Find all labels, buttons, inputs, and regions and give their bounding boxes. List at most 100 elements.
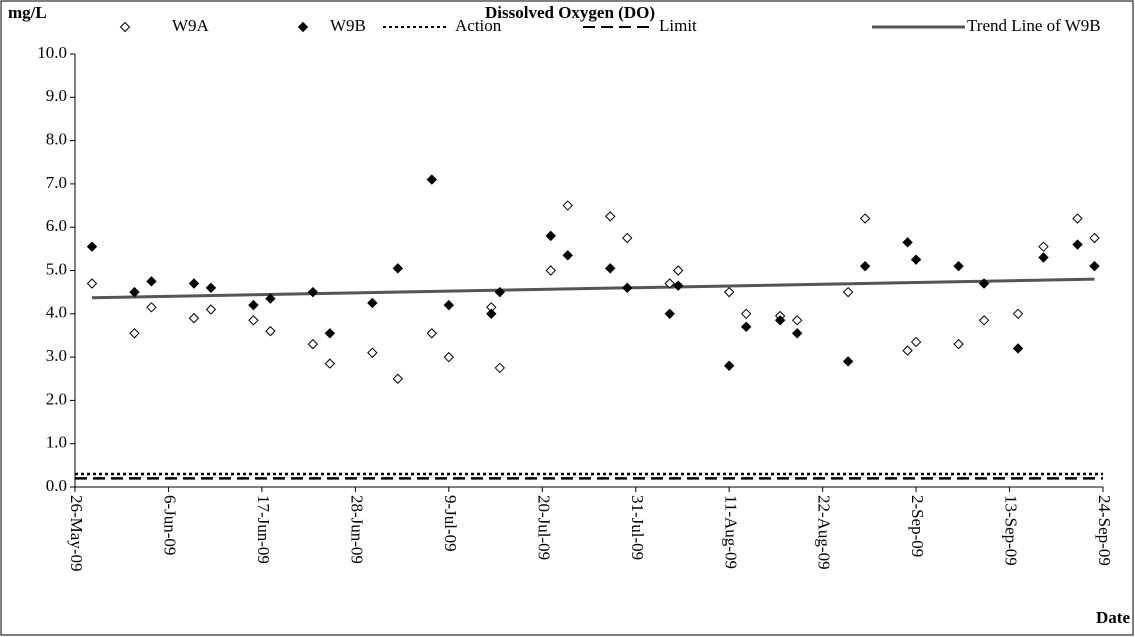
point xyxy=(1089,260,1100,272)
point xyxy=(859,260,871,272)
point xyxy=(723,360,735,371)
x-tick-label: 6-Jun-09 xyxy=(161,495,180,555)
y-tick-label: 10.0 xyxy=(37,43,67,62)
x-axis-label: Date xyxy=(1096,608,1130,627)
point xyxy=(494,362,506,374)
point xyxy=(367,347,378,358)
point xyxy=(1072,213,1083,224)
point xyxy=(910,254,922,265)
y-tick-label: 0.0 xyxy=(46,476,67,495)
point xyxy=(1012,308,1024,320)
x-tick-label: 28-Jun-09 xyxy=(347,495,366,564)
point xyxy=(740,308,752,320)
point xyxy=(562,200,573,211)
point xyxy=(672,280,684,291)
point xyxy=(902,237,913,248)
point xyxy=(1038,252,1049,263)
point xyxy=(953,260,964,272)
point xyxy=(1012,343,1024,354)
y-tick-label: 2.0 xyxy=(46,389,67,408)
y-tick-label: 4.0 xyxy=(46,303,67,322)
point xyxy=(146,302,157,313)
point xyxy=(205,282,217,294)
point xyxy=(1089,232,1100,244)
point xyxy=(1072,239,1083,250)
y-tick-label: 9.0 xyxy=(46,86,67,105)
point xyxy=(842,286,854,298)
x-tick-label: 11-Aug-09 xyxy=(721,495,740,569)
point xyxy=(324,328,336,339)
legend-label: Limit xyxy=(659,16,697,35)
point xyxy=(248,299,259,311)
point xyxy=(367,297,378,309)
trend-line xyxy=(91,277,1095,300)
x-tick-label: 31-Jul-09 xyxy=(628,495,647,560)
legend-label: Trend Line of W9B xyxy=(967,16,1101,35)
point xyxy=(791,315,803,326)
point xyxy=(978,315,990,326)
y-tick-label: 3.0 xyxy=(46,346,67,365)
point xyxy=(265,325,276,337)
x-tick-label: 2-Sep-09 xyxy=(908,495,927,557)
point xyxy=(392,373,404,384)
x-tick-label: 13-Sep-09 xyxy=(1002,495,1021,566)
legend-marker xyxy=(297,21,309,33)
point xyxy=(86,241,98,252)
x-tick-label: 26-May-09 xyxy=(67,495,86,571)
point xyxy=(392,263,404,274)
point xyxy=(494,286,506,298)
point xyxy=(605,211,616,222)
point xyxy=(978,278,990,289)
point xyxy=(791,328,803,339)
x-tick-label: 9-Jul-09 xyxy=(441,495,460,552)
y-axis-label: mg/L xyxy=(8,3,47,22)
y-tick-label: 8.0 xyxy=(46,130,67,149)
point xyxy=(622,232,633,244)
point xyxy=(842,356,854,367)
point xyxy=(129,286,140,298)
chart-title: Dissolved Oxygen (DO) xyxy=(485,3,655,22)
point xyxy=(562,250,573,261)
point xyxy=(1038,241,1049,252)
legend-label: W9A xyxy=(172,16,210,35)
point xyxy=(205,304,217,315)
point xyxy=(910,336,922,348)
y-tick-label: 1.0 xyxy=(46,433,67,452)
point xyxy=(426,328,438,339)
y-tick-label: 5.0 xyxy=(46,259,67,278)
legend-label: W9B xyxy=(330,16,366,35)
point xyxy=(545,265,556,276)
point xyxy=(426,174,438,185)
x-tick-label: 20-Jul-09 xyxy=(534,495,553,560)
point xyxy=(953,338,964,350)
point xyxy=(265,293,276,304)
point xyxy=(740,321,752,332)
point xyxy=(146,276,157,287)
x-tick-label: 17-Jun-09 xyxy=(254,495,273,564)
point xyxy=(129,328,140,339)
point xyxy=(248,315,259,326)
point xyxy=(443,351,455,363)
point xyxy=(859,213,871,224)
legend-label: Action xyxy=(455,16,502,35)
point xyxy=(486,308,497,320)
point xyxy=(307,338,319,350)
y-tick-label: 7.0 xyxy=(46,173,67,192)
x-tick-label: 22-Aug-09 xyxy=(815,495,834,570)
point xyxy=(774,315,786,326)
point xyxy=(443,299,455,311)
point xyxy=(86,278,98,289)
point xyxy=(902,345,913,356)
point xyxy=(723,286,735,298)
point xyxy=(622,282,633,294)
point xyxy=(188,312,200,324)
y-tick-label: 6.0 xyxy=(46,216,67,235)
x-tick-label: 24-Sep-09 xyxy=(1095,495,1114,566)
point xyxy=(188,278,200,289)
legend-marker xyxy=(119,21,131,33)
point xyxy=(672,265,684,276)
point xyxy=(545,230,556,242)
point xyxy=(324,358,336,369)
point xyxy=(664,278,675,289)
